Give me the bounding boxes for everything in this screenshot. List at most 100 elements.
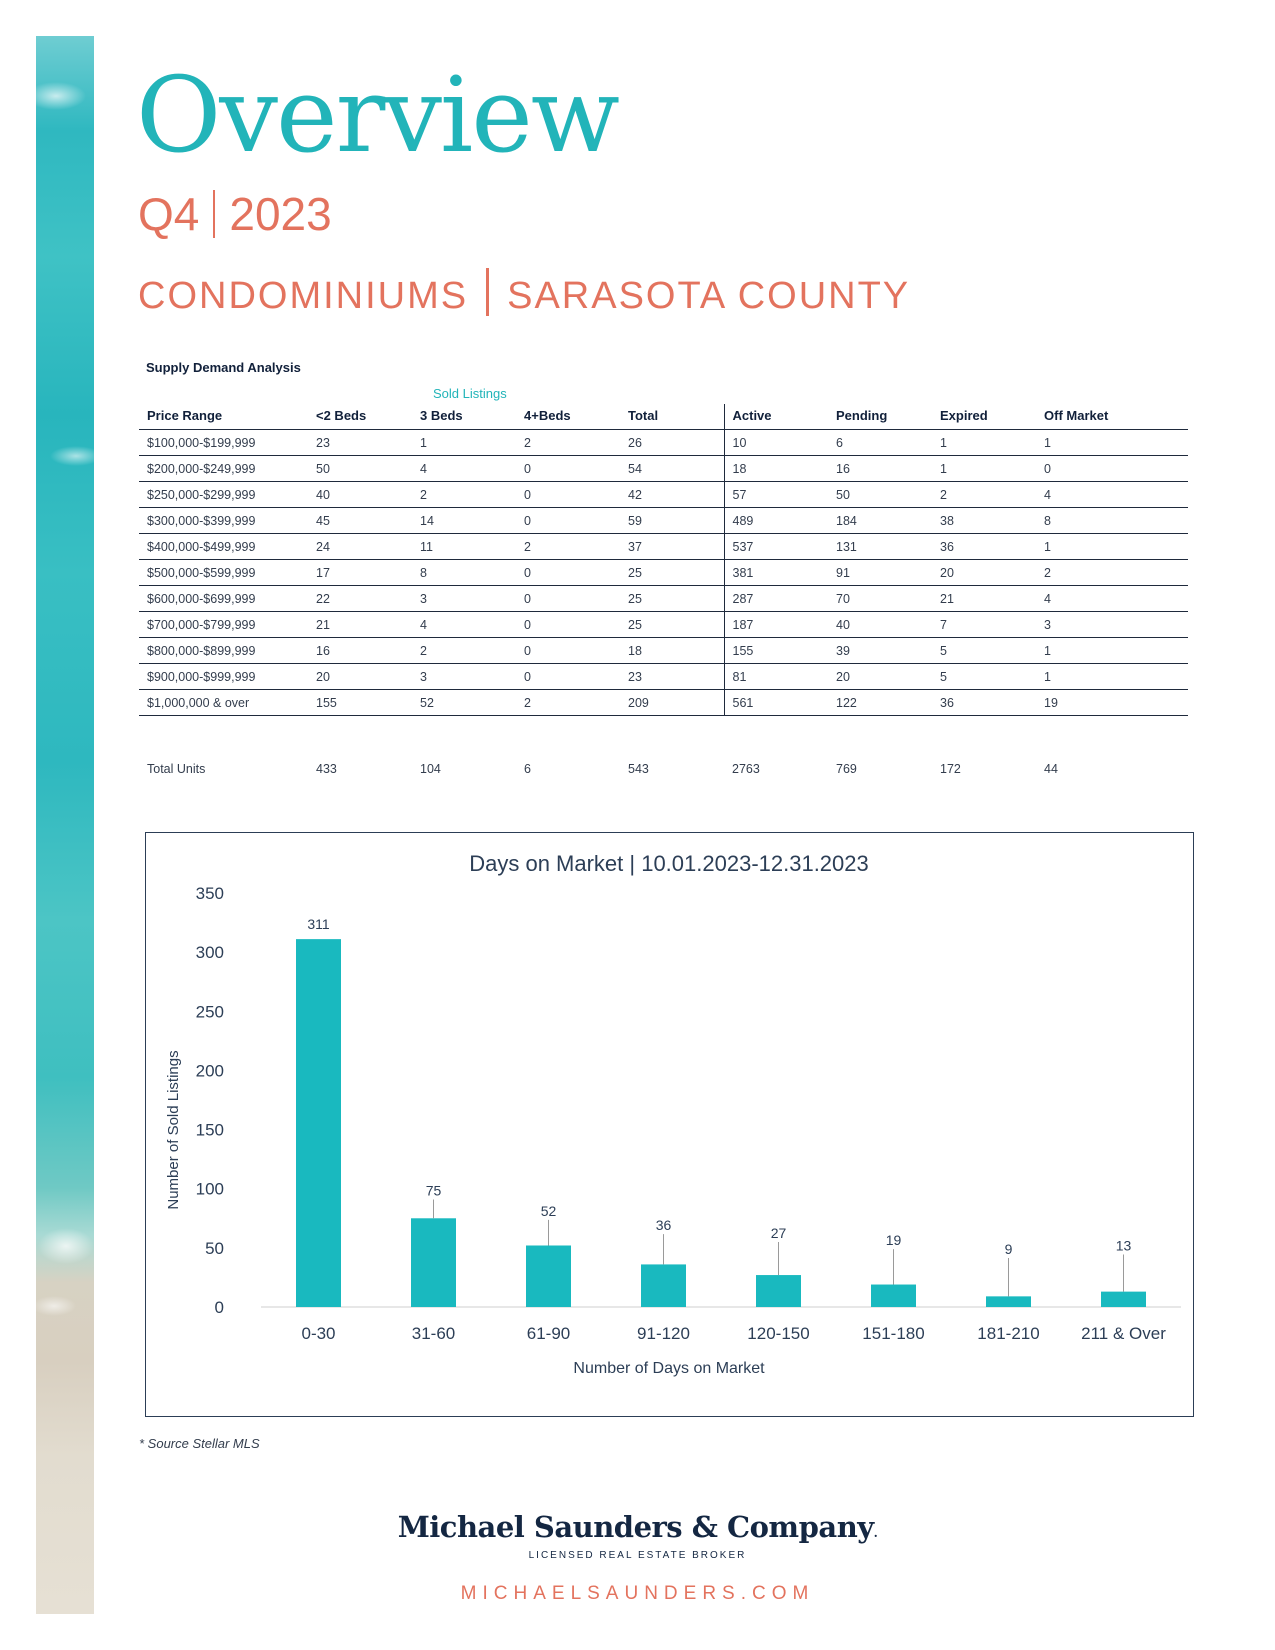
- column-header: Off Market: [1036, 404, 1188, 430]
- data-label: 27: [771, 1225, 787, 1241]
- year-label: 2023: [229, 188, 332, 240]
- table-cell: 57: [724, 481, 828, 508]
- table-cell: 20: [828, 663, 932, 690]
- y-tick-label: 150: [196, 1121, 224, 1140]
- table-cell: 0: [516, 507, 620, 534]
- broker-tagline: LICENSED REAL ESTATE BROKER: [528, 1550, 747, 1561]
- table-cell: 4: [412, 455, 516, 482]
- table-cell: 561: [724, 689, 828, 716]
- table-cell: 6: [828, 429, 932, 456]
- bar: [871, 1284, 916, 1307]
- table-row: $800,000-$899,999 16 2 0 18 155 39 5 1: [139, 637, 1188, 664]
- x-tick-label: 181-210: [977, 1324, 1039, 1343]
- table-cell: 5: [932, 663, 1036, 690]
- table-cell: 22: [308, 585, 412, 612]
- days-on-market-chart: Days on Market | 10.01.2023-12.31.2023 0 5…: [145, 832, 1194, 1417]
- data-label: 52: [541, 1203, 557, 1219]
- table-row: $600,000-$699,999 22 3 0 25 287 70 21 4: [139, 585, 1188, 612]
- table-cell: 24: [308, 533, 412, 560]
- table-row: $1,000,000 & over 155 52 2 209 561 122 36 19: [139, 689, 1188, 716]
- brand-name: Michael Saunders & Company: [397, 1510, 874, 1544]
- column-header: Expired: [932, 404, 1036, 430]
- table-cell: 104: [420, 762, 441, 776]
- table-cell: 2: [516, 689, 620, 716]
- table-cell: 1: [1036, 637, 1188, 664]
- table-body: $100,000-$199,999 23 1 2 26 10 6 1 1 $200,000-$24…: [139, 429, 1188, 793]
- table-cell: 4: [1036, 481, 1188, 508]
- table-cell: 36: [932, 533, 1036, 560]
- data-label: 19: [886, 1232, 902, 1248]
- divider-bar: [213, 190, 216, 238]
- x-tick-label: 61-90: [527, 1324, 570, 1343]
- bar: [526, 1245, 571, 1307]
- price-range-cell: $500,000-$599,999: [139, 559, 308, 586]
- table-cell: 1: [932, 455, 1036, 482]
- divider-bar: [486, 268, 490, 316]
- chart-title: Days on Market | 10.01.2023-12.31.2023: [469, 851, 869, 876]
- table-cell: 16: [828, 455, 932, 482]
- table-cell: 1: [412, 429, 516, 456]
- table-cell: 543: [628, 762, 649, 776]
- table-cell: 1: [932, 429, 1036, 456]
- table-cell: 5: [932, 637, 1036, 664]
- table-header-row: Price Range <2 Beds 3 Beds 4+Beds Total …: [139, 404, 1188, 430]
- y-tick-label: 350: [196, 884, 224, 903]
- y-axis-label: Number of Sold Listings: [165, 1050, 182, 1209]
- table-cell: 172: [940, 762, 961, 776]
- table-title: Supply Demand Analysis: [146, 360, 301, 375]
- table-cell: 1: [1036, 663, 1188, 690]
- bar: [1101, 1291, 1146, 1307]
- total-units-row: Total Units 433 104 6 543 2763 769 172 44: [139, 716, 1188, 793]
- table-cell: 381: [724, 559, 828, 586]
- column-header: Total: [620, 404, 725, 430]
- table-cell: 6: [524, 762, 531, 776]
- table-cell: 0: [1036, 455, 1188, 482]
- table-cell: 8: [412, 559, 516, 586]
- column-header: 3 Beds: [412, 404, 516, 430]
- property-type-label: CONDOMINIUMS: [138, 275, 469, 317]
- table-cell: 0: [516, 481, 620, 508]
- table-row: $100,000-$199,999 23 1 2 26 10 6 1 1: [139, 429, 1188, 456]
- beach-photo-strip: [36, 36, 94, 1614]
- column-header: Active: [724, 404, 828, 430]
- table-cell: 26: [620, 429, 725, 456]
- table-cell: 25: [620, 585, 725, 612]
- table-row: $400,000-$499,999 24 11 2 37 537 131 36 1: [139, 533, 1188, 560]
- y-tick-label: 50: [205, 1239, 224, 1258]
- price-range-cell: $600,000-$699,999: [139, 585, 308, 612]
- price-range-cell: $250,000-$299,999: [139, 481, 308, 508]
- table-row: $300,000-$399,999 45 14 0 59 489 184 38 8: [139, 507, 1188, 534]
- table-cell: 21: [308, 611, 412, 638]
- quarter-year: Q4 2023: [138, 190, 332, 238]
- table-cell: 42: [620, 481, 725, 508]
- website-url: MICHAELSAUNDERS.COM: [460, 1583, 815, 1604]
- y-tick-label: 300: [196, 943, 224, 962]
- table-cell: 45: [308, 507, 412, 534]
- chart-canvas: Days on Market | 10.01.2023-12.31.2023 0 5…: [165, 851, 1181, 1377]
- x-axis-label: Number of Days on Market: [573, 1360, 765, 1377]
- table-cell: 19: [1036, 689, 1188, 716]
- source-note: * Source Stellar MLS: [139, 1436, 260, 1451]
- table-cell: 3: [412, 663, 516, 690]
- table-cell: 54: [620, 455, 725, 482]
- data-label: 75: [426, 1182, 442, 1198]
- price-range-cell: $800,000-$899,999: [139, 637, 308, 664]
- price-range-cell: Total Units: [147, 762, 206, 776]
- table-row: $500,000-$599,999 17 8 0 25 381 91 20 2: [139, 559, 1188, 586]
- table-cell: 2763: [732, 762, 760, 776]
- table-cell: 39: [828, 637, 932, 664]
- table-cell: 122: [828, 689, 932, 716]
- table-cell: 52: [412, 689, 516, 716]
- table-cell: 18: [620, 637, 725, 664]
- table-cell: 209: [620, 689, 725, 716]
- y-tick-label: 0: [215, 1298, 224, 1317]
- table-cell: 16: [308, 637, 412, 664]
- table-cell: 40: [308, 481, 412, 508]
- x-tick-label: 91-120: [637, 1324, 690, 1343]
- data-label: 9: [1005, 1241, 1013, 1257]
- price-range-cell: $200,000-$249,999: [139, 455, 308, 482]
- quarter-label: Q4: [138, 188, 200, 240]
- table-cell: 0: [516, 559, 620, 586]
- x-tick-label: 120-150: [747, 1324, 809, 1343]
- price-range-cell: $700,000-$799,999: [139, 611, 308, 638]
